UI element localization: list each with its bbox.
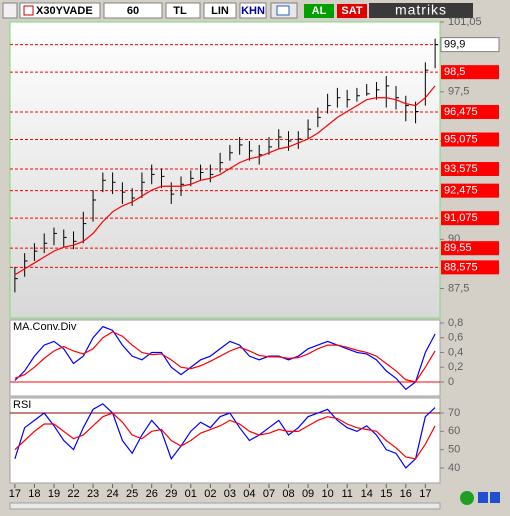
scroll-right[interactable] <box>490 492 500 503</box>
level-label: 93,575 <box>444 163 478 175</box>
level-label: 98,5 <box>444 66 465 78</box>
menu-icon[interactable] <box>2 2 18 19</box>
level-label: 96,475 <box>444 106 478 118</box>
symbol: X30YVADE <box>36 5 93 17</box>
level-box <box>441 241 499 256</box>
level-box <box>441 162 499 177</box>
mode-button[interactable] <box>239 2 267 19</box>
indicator-line <box>14 412 436 460</box>
level-box <box>441 104 499 119</box>
x-tick-label: 11 <box>341 488 352 500</box>
x-tick-label: 14 <box>361 488 373 500</box>
level-box <box>441 183 499 198</box>
y-tick-label: 101,05 <box>448 16 482 28</box>
scale-field[interactable] <box>203 2 237 19</box>
x-tick-label: 15 <box>380 488 392 500</box>
x-tick-label: 09 <box>302 488 314 500</box>
period-field[interactable] <box>103 2 163 19</box>
period: 60 <box>127 5 139 17</box>
y-tick-label: 0 <box>448 376 454 388</box>
x-tick-label: 26 <box>146 488 158 500</box>
y-tick-label: 0,6 <box>448 332 463 344</box>
indicator-line <box>14 403 436 469</box>
x-tick-label: 01 <box>185 488 197 500</box>
refresh-button[interactable] <box>460 491 474 505</box>
symbol-icon <box>23 5 34 16</box>
y-tick-label: 50 <box>448 444 460 456</box>
x-tick-label: 02 <box>204 488 216 500</box>
y-tick-label: 0,8 <box>448 317 463 329</box>
last-label: 99,9 <box>444 39 465 51</box>
x-tick-label: 07 <box>263 488 275 500</box>
level-label: 89,55 <box>444 242 472 254</box>
mode: KHN <box>241 5 265 17</box>
rsi-panel <box>9 397 441 484</box>
currency-field[interactable] <box>165 2 201 19</box>
x-tick-label: 10 <box>321 488 333 500</box>
x-tick-label: 25 <box>126 488 138 500</box>
x-tick-label: 18 <box>28 488 40 500</box>
last-box <box>440 37 500 53</box>
x-tick-label: 24 <box>106 488 118 500</box>
x-tick-label: 03 <box>224 488 236 500</box>
main-panel <box>9 21 441 319</box>
brand-box <box>369 3 473 18</box>
sell: SAT <box>341 5 362 17</box>
y-tick-label: 60 <box>448 425 460 437</box>
moving-average <box>14 85 436 276</box>
panel-title: RSI <box>13 399 31 411</box>
level-label: 91,075 <box>444 212 478 224</box>
y-tick-label: 0,2 <box>448 361 463 373</box>
brand: matriks <box>395 2 447 18</box>
toolbar: X30YVADE 60 TL LIN KHN AL SAT matriks <box>2 2 473 19</box>
y-tick-label: 40 <box>448 462 460 474</box>
buy-button[interactable] <box>304 4 334 18</box>
sell-button[interactable] <box>337 4 367 18</box>
level-label: 88,575 <box>444 261 478 273</box>
x-tick-label: 29 <box>165 488 177 500</box>
panel-title: MA.Conv.Div <box>13 321 77 333</box>
tools-icon <box>276 5 290 16</box>
y-tick-label: 97,5 <box>448 86 469 98</box>
level-label: 92,475 <box>444 185 478 197</box>
x-tick-label: 23 <box>87 488 99 500</box>
y-tick-label: 70 <box>448 407 460 419</box>
x-tick-label: 04 <box>243 488 255 500</box>
level-box <box>441 260 499 275</box>
x-tick-label: 17 <box>419 488 431 500</box>
x-tick-label: 17 <box>9 488 21 500</box>
x-tick-label: 22 <box>67 488 79 500</box>
buy: AL <box>312 5 327 17</box>
scroll-left[interactable] <box>478 492 488 503</box>
x-tick-label: 19 <box>48 488 60 500</box>
level-box <box>441 65 499 80</box>
y-tick-label: 87,5 <box>448 282 469 294</box>
currency: TL <box>173 5 187 17</box>
level-box <box>441 211 499 226</box>
scrollbar[interactable] <box>9 502 441 510</box>
scale: LIN <box>211 5 229 17</box>
symbol-field[interactable] <box>19 2 101 19</box>
x-tick-label: 16 <box>400 488 412 500</box>
x-tick-label: 08 <box>282 488 294 500</box>
level-box <box>441 132 499 147</box>
level-label: 95,075 <box>444 133 478 145</box>
y-tick-label: 0,4 <box>448 346 463 358</box>
plot-layer: 87,590,95,97,5101,0598,596,47595,07593,5… <box>9 16 500 500</box>
indicator-line <box>14 331 436 383</box>
